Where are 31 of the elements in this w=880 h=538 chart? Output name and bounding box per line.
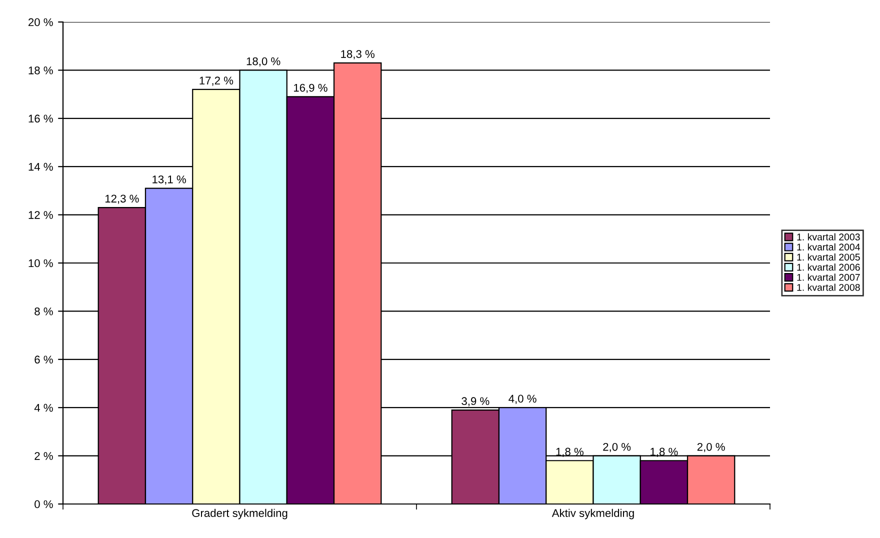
y-tick-label: 12 % <box>28 211 53 219</box>
data-label: 13,1 % <box>152 175 186 185</box>
data-label: 2,0 % <box>603 442 631 452</box>
data-label: 3,9 % <box>462 397 490 406</box>
legend-label: 1. kvartal 2006 <box>797 264 860 271</box>
y-tick-label: 10 % <box>28 259 53 268</box>
data-label: 16,9 % <box>294 84 328 94</box>
legend-label: 1. kvartal 2003 <box>797 233 860 240</box>
data-label: 4,0 % <box>508 394 536 404</box>
data-label: 1,8 % <box>556 448 584 457</box>
y-tick-label: 4 % <box>34 404 53 412</box>
legend-label: 1. kvartal 2007 <box>797 274 860 281</box>
y-tick-label: 8 % <box>34 307 53 316</box>
y-tick-label: 16 % <box>28 114 53 123</box>
data-label: 1,8 % <box>650 448 678 457</box>
x-tick-label: Aktiv sykmelding <box>552 508 634 520</box>
y-tick-label: 0 % <box>34 500 53 508</box>
x-tick-label: Gradert sykmelding <box>192 508 288 520</box>
y-tick-label: 18 % <box>28 66 53 74</box>
y-tick-label: 6 % <box>34 356 53 364</box>
legend-label: 1. kvartal 2004 <box>797 243 860 251</box>
legend-label: 1. kvartal 2008 <box>797 284 860 291</box>
data-label: 12,3 % <box>105 194 139 204</box>
legend-label: 1. kvartal 2005 <box>797 253 860 261</box>
data-label: 18,0 % <box>246 57 280 67</box>
data-label: 18,3 % <box>341 50 374 60</box>
y-tick-label: 14 % <box>28 162 53 171</box>
data-label: 17,2 % <box>200 76 234 86</box>
data-label: 2,0 % <box>697 442 725 452</box>
y-tick-label: 2 % <box>34 452 53 460</box>
y-tick-label: 20 % <box>28 18 53 26</box>
